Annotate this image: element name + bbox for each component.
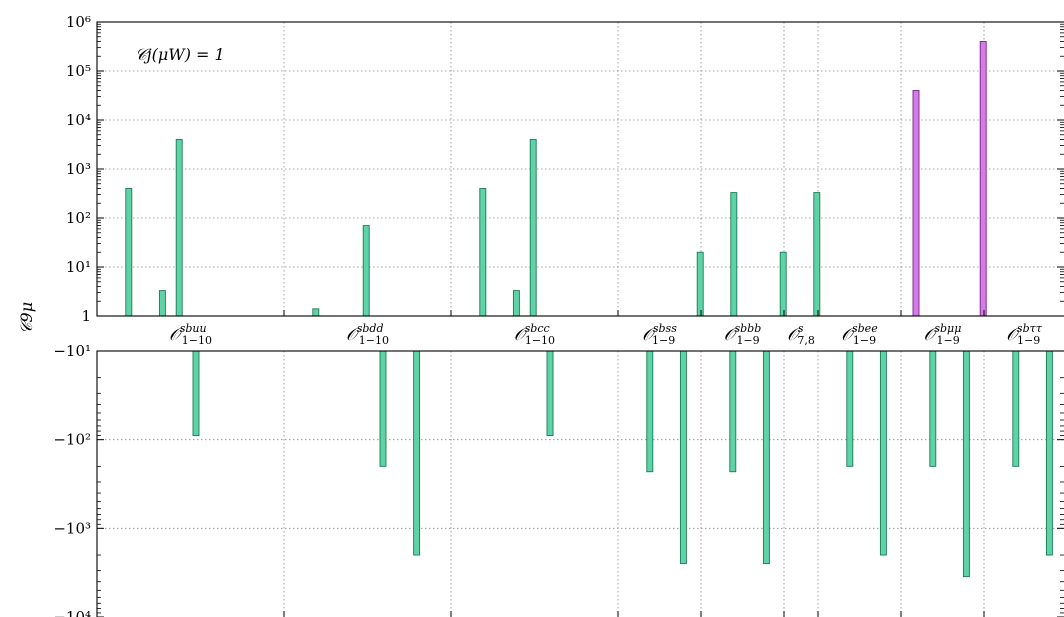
bar-2-2 bbox=[312, 308, 320, 317]
y-tick-label: 10⁶ bbox=[66, 13, 91, 31]
y-ticks: 1 10¹ 10² 10³ 10⁴ 10⁵ 10⁶ −10¹ −10² −10³ −10⁴ bbox=[53, 13, 1064, 617]
group-label-3: 𝒪sbcc 1−10 bbox=[514, 322, 555, 347]
bar-3-4 bbox=[512, 290, 520, 317]
grid bbox=[97, 22, 1064, 617]
bar-1-4 bbox=[158, 290, 166, 317]
bar-1-2 bbox=[125, 188, 133, 317]
y-tick-label: 10² bbox=[66, 209, 91, 227]
bar-9-2 bbox=[1012, 350, 1020, 467]
group-labels: 𝒪sbuu 1−10 𝒪sbdd 1−10 𝒪sbcc 1−10 𝒪sbss 1−9 𝒪sbbb… bbox=[169, 322, 1043, 347]
bar-2-8 bbox=[413, 350, 421, 556]
bar-7-4 bbox=[879, 350, 887, 556]
y-tick-label: 1 bbox=[81, 307, 91, 325]
group-label-1: 𝒪sbuu 1−10 bbox=[169, 322, 212, 347]
bar-3-6 bbox=[546, 350, 554, 437]
bar-8-4 bbox=[962, 350, 970, 578]
bar-9-4 bbox=[1045, 350, 1053, 556]
y-axis-label: 𝒞9μ bbox=[17, 302, 36, 334]
annotation-label: 𝒞j(μW) = 1 bbox=[135, 45, 225, 64]
bars bbox=[125, 41, 1053, 578]
bar-8-2 bbox=[929, 350, 937, 467]
bar-4-4 bbox=[679, 350, 687, 565]
group-label-4: 𝒪sbss 1−9 bbox=[642, 322, 677, 347]
bar-4-5 bbox=[696, 251, 704, 317]
y-tick-label: 10¹ bbox=[66, 258, 91, 276]
bar-4-2 bbox=[646, 350, 654, 473]
y-tick-label: 10⁴ bbox=[66, 111, 91, 129]
bar-1-5 bbox=[175, 139, 183, 317]
bar-2-5 bbox=[362, 225, 370, 317]
bar-5-5 bbox=[779, 251, 787, 317]
group-label-5: 𝒪sbbb 1−9 bbox=[724, 322, 762, 347]
group-label-7: 𝒪sbee 1−9 bbox=[841, 322, 878, 347]
bar-8-1 bbox=[912, 90, 920, 317]
group-label-8: 𝒪sbμμ 1−9 bbox=[924, 322, 962, 347]
y-tick-label: 10⁵ bbox=[66, 62, 91, 80]
group-label-6: 𝒪s 7,8 bbox=[787, 322, 815, 347]
y-tick-label: −10³ bbox=[53, 519, 91, 537]
bar-1-6 bbox=[192, 350, 200, 437]
lower-panel-frame bbox=[96, 350, 1064, 617]
bar-5-2 bbox=[729, 350, 737, 473]
bar-7-2 bbox=[846, 350, 854, 467]
bar-2-6 bbox=[379, 350, 387, 467]
bar-3-5 bbox=[529, 139, 537, 317]
bar-8-5 bbox=[979, 41, 987, 317]
bar-5-7 bbox=[813, 192, 821, 317]
y-tick-label: −10¹ bbox=[53, 342, 91, 360]
y-tick-label: −10² bbox=[53, 431, 91, 449]
group-label-2: 𝒪sbdd 1−10 bbox=[346, 322, 389, 347]
y-tick-label: 10³ bbox=[66, 160, 91, 178]
bar-4-7 bbox=[730, 192, 738, 317]
bar-3-2 bbox=[479, 188, 487, 317]
group-label-9: 𝒪sbττ 1−9 bbox=[1006, 322, 1042, 347]
bar-5-4 bbox=[762, 350, 770, 565]
y-tick-label: −10⁴ bbox=[53, 608, 91, 617]
